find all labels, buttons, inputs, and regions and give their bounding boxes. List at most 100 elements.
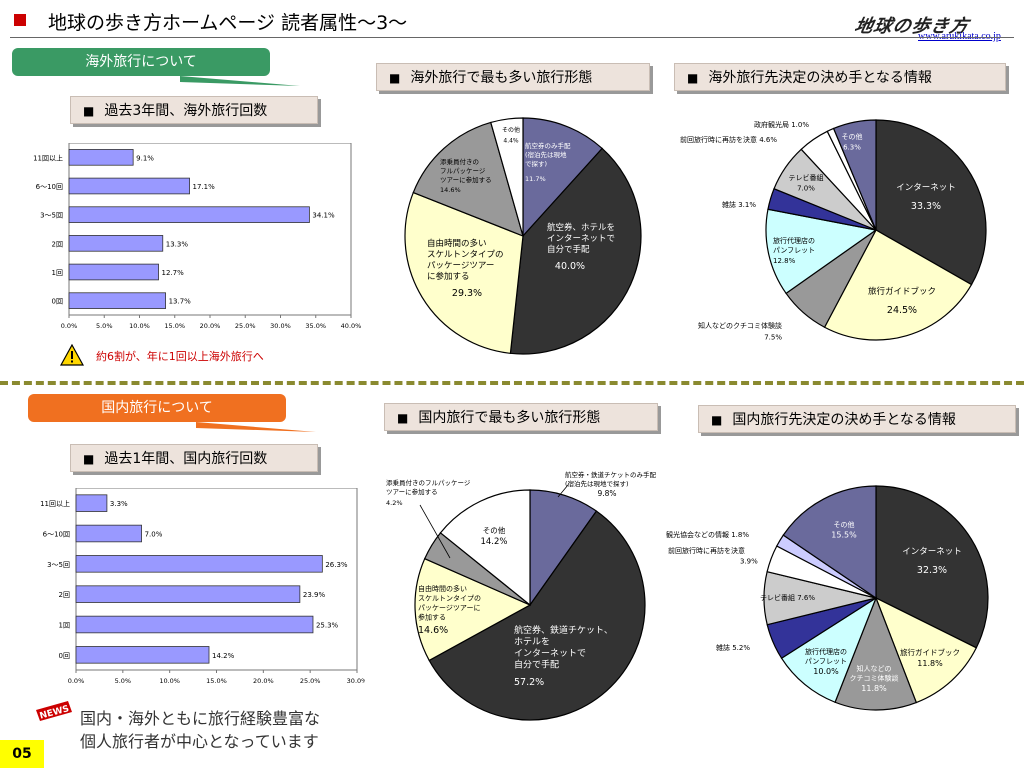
- svg-text:航空券、鉄道チケット、: 航空券、鉄道チケット、: [514, 624, 613, 636]
- bar-value-label: 3.3%: [110, 500, 128, 508]
- slice-label: インターネット 32.3%: [902, 547, 962, 576]
- bar: [75, 615, 314, 634]
- svg-text:旅行ガイドブック: 旅行ガイドブック: [868, 286, 936, 297]
- domestic-form-pie: 航空券・鉄道チケットのみ手配(宿泊先は現地で探す)9.8% 航空券、鉄道チケット、…: [386, 470, 657, 721]
- bullet-square-icon: ■: [389, 71, 401, 85]
- slice-label: その他 15.5%: [831, 520, 857, 540]
- pie-slice: [875, 485, 989, 649]
- svg-text:ツアーに参加する: ツアーに参加する: [386, 487, 438, 496]
- pie-slice: [490, 117, 524, 237]
- category-label: 1回: [59, 622, 70, 630]
- bar: [75, 646, 210, 664]
- slice-label: インターネット 33.3%: [896, 183, 956, 212]
- slice-label: 観光協会などの情報 1.8%: [666, 530, 749, 539]
- closing-message: 国内・海外ともに旅行経験豊富な 個人旅行者が中心となっています: [80, 707, 320, 753]
- bar: [68, 235, 164, 252]
- svg-text:旅行代理店の: 旅行代理店の: [805, 647, 847, 656]
- svg-text:14.2%: 14.2%: [480, 537, 507, 547]
- svg-text:政府観光局 1.0%: 政府観光局 1.0%: [754, 120, 809, 129]
- domestic-decision-title: ■ 国内旅行先決定の決め手となる情報: [698, 405, 1016, 433]
- bar: [68, 206, 310, 223]
- overseas-form-title: ■ 海外旅行で最も多い旅行形態: [376, 63, 650, 91]
- category-label: 3～5回: [40, 212, 63, 220]
- svg-text:9.8%: 9.8%: [597, 489, 616, 498]
- tick-label: 20.0%: [253, 677, 274, 685]
- closing-line: 国内・海外ともに旅行経験豊富な: [80, 709, 321, 728]
- closing-line: 個人旅行者が中心となっています: [80, 732, 319, 751]
- category-label: 3～5回: [47, 561, 70, 569]
- svg-text:その他: その他: [483, 525, 506, 535]
- pie-slice: [428, 510, 646, 721]
- domestic-tab-tail: [196, 422, 316, 432]
- svg-text:32.3%: 32.3%: [917, 565, 947, 576]
- slice-label: 雑誌 3.1%: [722, 200, 756, 209]
- overseas-decision-pie: インターネット 33.3% 旅行ガイドブック 24.5% 知人などのクチコミ体験談 7.5…: [680, 119, 987, 342]
- slice-label: 航空券・鉄道チケットのみ手配(宿泊先は現地で探す)9.8%: [557, 470, 657, 498]
- category-label: 11回以上: [33, 153, 63, 162]
- overseas-decision-title: ■ 海外旅行先決定の決め手となる情報: [674, 63, 1006, 91]
- pie-slice: [439, 489, 531, 607]
- bar-value-label: 23.9%: [303, 591, 326, 599]
- svg-text:その他: その他: [842, 132, 863, 141]
- svg-text:24.5%: 24.5%: [887, 305, 917, 316]
- bar: [68, 149, 134, 166]
- bar: [75, 524, 142, 543]
- svg-text:インターネットで: インターネットで: [547, 234, 615, 244]
- bar-value-label: 26.3%: [325, 561, 348, 569]
- overseas-section-tab: 海外旅行について: [12, 48, 270, 76]
- svg-text:4.2%: 4.2%: [386, 499, 403, 507]
- plot-area: [75, 488, 358, 671]
- svg-text:その他: その他: [834, 520, 855, 529]
- svg-text:スケルトンタイプの: スケルトンタイプの: [418, 594, 481, 603]
- site-url-link[interactable]: www.arukikata.co.jp: [918, 31, 1001, 42]
- svg-text:パンフレット: パンフレット: [805, 658, 847, 666]
- domestic-decision-pie: インターネット32.3%旅行ガイドブック11.8%知人などのクチコミ体験談11.…: [666, 485, 989, 711]
- svg-text:テレビ番組: テレビ番組: [789, 173, 824, 182]
- svg-text:(宿泊先は現地で探す): (宿泊先は現地で探す): [565, 479, 629, 488]
- category-label: 2回: [52, 240, 63, 248]
- pie-slice: [782, 485, 877, 600]
- pie-slice: [414, 557, 532, 662]
- svg-text:12.8%: 12.8%: [773, 257, 796, 265]
- slice-label: テレビ番組 7.0%: [789, 173, 824, 193]
- pie-slice: [874, 596, 978, 704]
- slice-label: 前回旅行時に再訪を決意 4.6%: [680, 135, 777, 144]
- slice-label: 旅行ガイドブック 11.8%: [900, 647, 960, 668]
- slice-label: その他 6.3%: [842, 132, 863, 152]
- svg-text:3.9%: 3.9%: [740, 558, 758, 566]
- svg-text:添乗員付きの: 添乗員付きの: [440, 157, 479, 166]
- svg-text:パンフレット: パンフレット: [773, 247, 815, 255]
- bar-value-label: 9.1%: [136, 154, 154, 162]
- slice-label: その他 4.4%: [502, 126, 520, 145]
- slice-label: 雑誌 5.2%: [716, 643, 750, 652]
- pie-slice: [412, 121, 524, 238]
- svg-text:知人などのクチコミ体験談: 知人などのクチコミ体験談: [698, 321, 782, 330]
- bar: [75, 585, 301, 603]
- svg-text:自由時間の多い: 自由時間の多い: [418, 584, 467, 593]
- svg-text:自分で手配: 自分で手配: [514, 659, 559, 671]
- bar: [75, 494, 108, 512]
- tick-label: 0.0%: [68, 677, 85, 685]
- bar: [75, 555, 323, 573]
- bar-value-label: 34.1%: [312, 212, 335, 220]
- svg-text:11.8%: 11.8%: [861, 684, 887, 693]
- bar-value-label: 14.2%: [212, 652, 235, 660]
- svg-text:で探す): で探す): [525, 159, 547, 168]
- category-label: 1回: [52, 269, 63, 277]
- svg-text:航空券・鉄道チケットのみ手配: 航空券・鉄道チケットのみ手配: [565, 470, 657, 479]
- svg-text:知人などの: 知人などの: [857, 664, 892, 673]
- tick-label: 5.0%: [96, 322, 113, 330]
- pie-slice: [832, 119, 877, 231]
- bullet-square-icon: ■: [687, 71, 699, 85]
- svg-text:に参加する: に参加する: [427, 271, 470, 282]
- tick-label: 25.0%: [235, 322, 256, 330]
- slice-label: 前回旅行時に再訪を決意 3.9%: [668, 546, 758, 566]
- svg-text:参加する: 参加する: [418, 613, 446, 622]
- warning-icon: [60, 344, 84, 366]
- slice-label: その他 14.2%: [480, 525, 507, 547]
- bar-value-label: 17.1%: [193, 183, 216, 191]
